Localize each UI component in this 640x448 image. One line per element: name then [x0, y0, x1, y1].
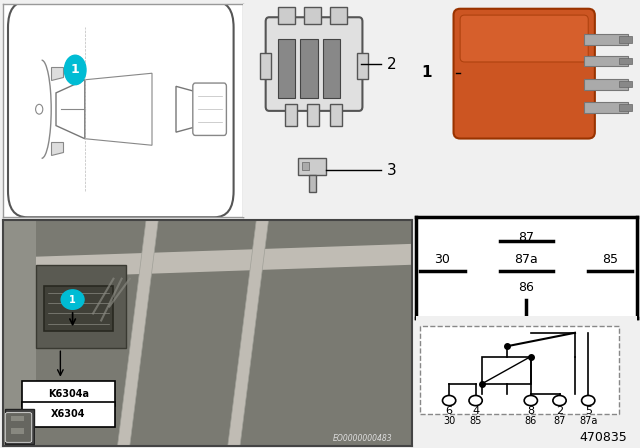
FancyBboxPatch shape — [193, 83, 227, 135]
FancyBboxPatch shape — [5, 413, 32, 442]
Text: 8: 8 — [527, 406, 534, 416]
FancyBboxPatch shape — [22, 402, 115, 426]
Text: 1: 1 — [71, 64, 79, 77]
Bar — [285, 104, 297, 126]
Text: 1: 1 — [422, 65, 432, 80]
Polygon shape — [118, 220, 158, 446]
Text: 470835: 470835 — [580, 431, 628, 444]
Text: 3: 3 — [387, 163, 396, 178]
FancyBboxPatch shape — [266, 17, 362, 111]
Bar — [584, 103, 628, 113]
Bar — [330, 104, 342, 126]
Text: 87: 87 — [554, 416, 566, 426]
FancyBboxPatch shape — [454, 9, 595, 138]
Text: 30: 30 — [443, 416, 455, 426]
Bar — [298, 158, 326, 175]
Bar — [619, 81, 632, 87]
Text: 1: 1 — [69, 295, 76, 305]
Bar — [36, 265, 125, 348]
Text: 87: 87 — [518, 231, 534, 244]
Text: 86: 86 — [518, 281, 534, 294]
Bar — [260, 53, 271, 79]
Text: EO0000000483: EO0000000483 — [333, 434, 392, 444]
Circle shape — [582, 396, 595, 405]
Bar — [12, 428, 24, 434]
Bar — [278, 7, 295, 24]
Circle shape — [469, 396, 483, 405]
Bar — [307, 104, 319, 126]
FancyBboxPatch shape — [8, 1, 234, 217]
FancyBboxPatch shape — [22, 381, 115, 406]
Polygon shape — [51, 142, 63, 155]
Bar — [357, 53, 367, 79]
Text: 2: 2 — [556, 406, 563, 416]
Bar — [12, 416, 24, 422]
Text: 85: 85 — [469, 416, 482, 426]
Text: 2: 2 — [387, 56, 396, 72]
Bar — [398, 254, 416, 281]
Polygon shape — [3, 220, 36, 446]
Text: 87a: 87a — [515, 253, 538, 266]
Circle shape — [442, 396, 456, 405]
FancyBboxPatch shape — [460, 15, 588, 62]
Text: 6: 6 — [445, 406, 452, 416]
Text: 30: 30 — [435, 253, 451, 266]
Bar — [5, 409, 34, 444]
Circle shape — [61, 290, 84, 309]
Text: 4: 4 — [472, 406, 479, 416]
Bar — [483, 357, 531, 383]
Polygon shape — [3, 244, 412, 279]
Bar — [302, 162, 309, 170]
Bar — [44, 286, 113, 331]
Bar — [300, 39, 317, 98]
FancyBboxPatch shape — [420, 326, 619, 414]
Circle shape — [524, 396, 538, 405]
Text: 87a: 87a — [579, 416, 597, 426]
Text: 5: 5 — [585, 406, 592, 416]
Bar — [304, 7, 321, 24]
Text: 85: 85 — [602, 253, 618, 266]
Bar — [619, 104, 632, 111]
Text: X6304: X6304 — [51, 409, 86, 419]
Circle shape — [553, 396, 566, 405]
Text: 86: 86 — [525, 416, 537, 426]
Bar — [330, 7, 347, 24]
Bar — [584, 56, 628, 66]
Bar — [584, 79, 628, 90]
Bar — [323, 39, 340, 98]
Polygon shape — [228, 220, 269, 446]
Bar — [619, 58, 632, 64]
Bar — [584, 34, 628, 45]
Polygon shape — [309, 175, 316, 192]
Circle shape — [65, 55, 86, 85]
Bar — [619, 36, 632, 43]
Polygon shape — [51, 67, 63, 80]
Text: K6304a: K6304a — [48, 388, 89, 399]
Bar — [637, 254, 640, 281]
Bar — [278, 39, 295, 98]
